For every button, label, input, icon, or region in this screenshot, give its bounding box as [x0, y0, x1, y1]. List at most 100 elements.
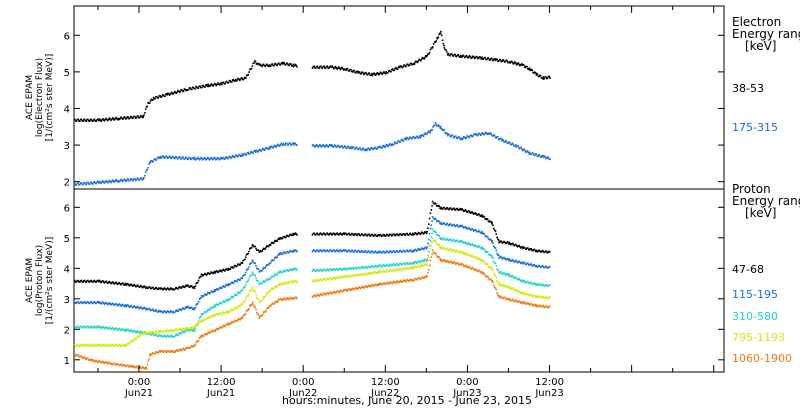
- data-point: [137, 115, 139, 118]
- data-point: [202, 84, 205, 87]
- series-795-1193: [74, 237, 551, 348]
- data-point: [482, 133, 485, 135]
- data-point: [207, 157, 210, 160]
- data-point: [543, 285, 545, 287]
- data-point: [267, 307, 270, 309]
- data-point: [338, 233, 341, 235]
- data-point: [390, 269, 392, 271]
- data-point: [83, 343, 86, 346]
- data-point: [468, 253, 470, 255]
- data-point: [403, 262, 405, 264]
- data-point: [527, 151, 530, 154]
- data-point: [470, 255, 472, 257]
- data-point: [491, 240, 493, 242]
- data-point: [347, 288, 350, 291]
- data-point: [98, 301, 101, 303]
- data-point: [380, 283, 383, 286]
- data-point: [426, 246, 428, 248]
- data-point: [378, 265, 381, 268]
- data-point: [313, 294, 315, 296]
- data-point: [281, 299, 284, 301]
- data-point: [378, 284, 381, 286]
- data-point: [74, 325, 76, 328]
- data-point: [369, 251, 372, 254]
- data-point: [269, 305, 272, 307]
- data-point: [321, 279, 324, 282]
- data-point: [505, 286, 508, 288]
- data-point: [517, 62, 520, 64]
- data-point: [269, 146, 272, 148]
- data-point: [269, 244, 272, 246]
- data-point: [121, 343, 124, 346]
- data-point: [155, 351, 158, 353]
- data-point: [220, 313, 223, 316]
- data-point: [313, 249, 315, 251]
- data-point: [116, 181, 119, 183]
- data-point: [364, 250, 367, 252]
- data-point: [540, 250, 543, 253]
- data-point: [232, 296, 235, 298]
- data-point: [192, 286, 195, 289]
- data-point: [219, 301, 221, 304]
- data-point: [546, 156, 549, 158]
- data-point: [143, 114, 145, 116]
- data-point: [200, 321, 202, 323]
- data-point: [169, 335, 171, 338]
- data-point: [77, 343, 79, 346]
- data-point: [258, 316, 261, 318]
- data-point: [388, 144, 390, 146]
- data-point: [508, 241, 511, 244]
- data-point: [285, 282, 287, 285]
- data-point: [164, 350, 167, 352]
- data-point: [218, 287, 220, 290]
- data-point: [188, 347, 191, 349]
- data-point: [508, 299, 510, 301]
- data-point: [361, 71, 363, 73]
- data-point: [418, 58, 420, 61]
- data-point: [317, 250, 319, 253]
- data-point: [477, 246, 479, 248]
- data-point: [89, 181, 92, 184]
- data-point: [124, 304, 126, 307]
- data-point: [285, 270, 287, 273]
- data-point: [140, 284, 142, 287]
- data-point: [217, 304, 220, 306]
- data-point: [134, 178, 136, 180]
- data-point: [451, 225, 454, 227]
- data-point: [115, 179, 117, 181]
- data-point: [408, 137, 410, 140]
- data-point: [394, 269, 397, 272]
- data-point: [226, 80, 228, 83]
- data-point: [245, 77, 247, 79]
- data-point: [267, 245, 270, 248]
- data-point: [401, 251, 404, 253]
- data-point: [185, 89, 187, 92]
- data-point: [221, 158, 223, 160]
- data-point: [96, 360, 98, 362]
- data-point: [112, 303, 115, 306]
- data-point: [183, 348, 185, 350]
- data-point: [407, 63, 409, 66]
- data-point: [235, 320, 237, 322]
- data-point: [131, 305, 133, 308]
- data-point: [504, 241, 506, 244]
- data-point: [539, 304, 541, 307]
- data-point: [183, 328, 186, 331]
- data-point: [438, 244, 440, 247]
- data-point: [530, 293, 532, 296]
- data-point: [389, 233, 391, 236]
- data-point: [186, 285, 188, 288]
- data-point: [90, 279, 92, 282]
- data-point: [477, 257, 480, 259]
- data-point: [194, 285, 197, 287]
- data-point: [171, 330, 174, 332]
- data-point: [85, 327, 88, 329]
- data-point: [229, 298, 232, 300]
- data-point: [320, 146, 323, 148]
- data-point: [220, 270, 223, 273]
- y-tick-label: 4: [64, 264, 70, 275]
- data-point: [512, 288, 515, 291]
- data-point: [161, 350, 163, 352]
- data-point: [276, 273, 278, 276]
- data-point: [480, 271, 482, 274]
